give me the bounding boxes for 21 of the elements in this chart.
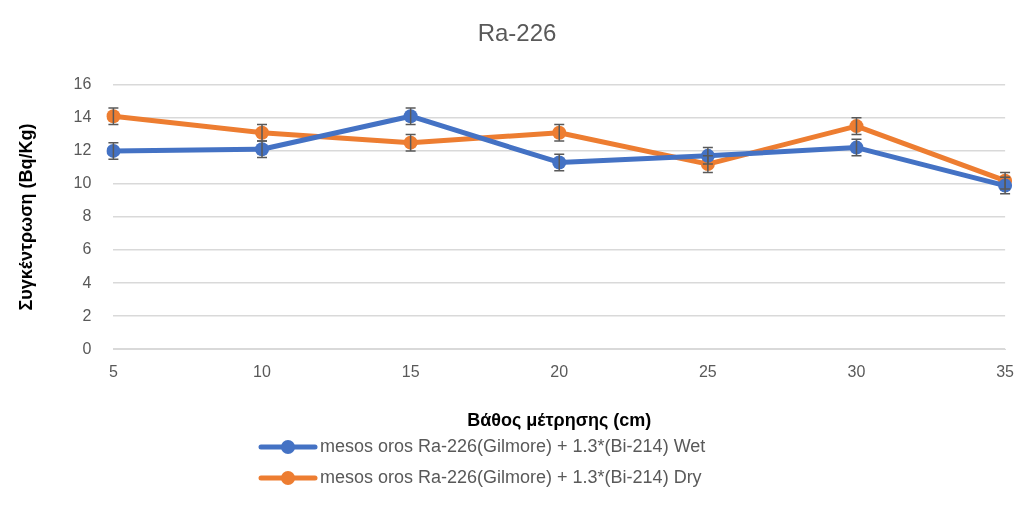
y-axis-title: Συγκέντρωση (Bq/Kg) [15,123,36,311]
x-tick-label: 35 [996,363,1015,381]
x-tick-label: 20 [550,363,569,381]
chart-title: Ra-226 [477,19,557,47]
y-tick-label: 16 [73,75,92,93]
y-tick-label: 0 [82,339,92,357]
x-tick-label: 15 [401,363,420,381]
y-tick-label: 2 [82,306,92,324]
y-tick-label: 8 [82,207,92,225]
x-tick-label: 10 [253,363,272,381]
x-axis-title: Βάθος μέτρησης (cm) [467,410,652,431]
x-tick-label: 30 [847,363,866,381]
x-tick-label: 25 [698,363,717,381]
y-tick-label: 10 [73,174,92,192]
y-tick-label: 14 [73,108,92,126]
legend-label: mesos oros Ra-226(Gilmore) + 1.3*(Bi-214) Dry [320,467,702,488]
y-tick-label: 4 [82,273,92,291]
y-tick-label: 6 [82,240,92,258]
y-tick-label: 12 [73,141,92,159]
x-tick-label: 5 [108,363,118,381]
legend-label: mesos oros Ra-226(Gilmore) + 1.3*(Bi-214) Wet [320,436,706,457]
